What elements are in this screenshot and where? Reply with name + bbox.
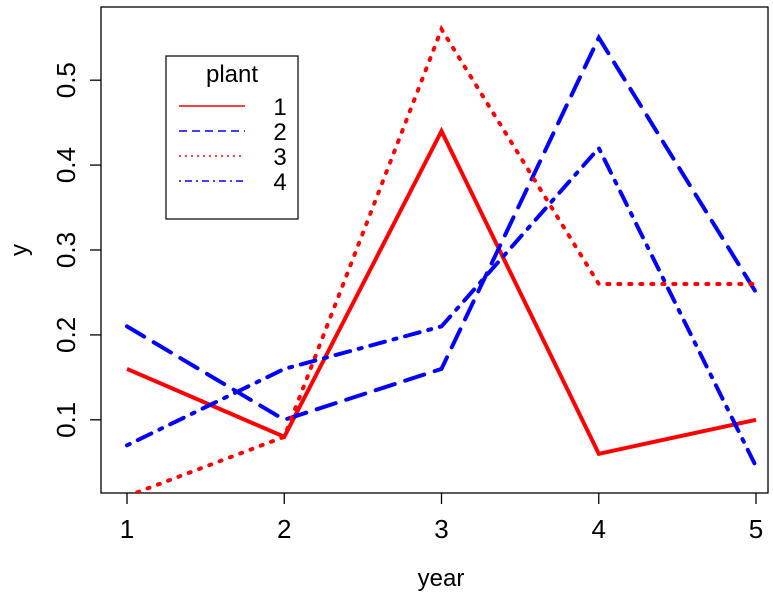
series-line-1 bbox=[126, 126, 757, 457]
x-tick-label: 3 bbox=[434, 514, 448, 544]
y-tick-label: 0.4 bbox=[51, 147, 81, 183]
x-axis-title: year bbox=[418, 565, 465, 592]
y-axis: 0.1 0.2 0.3 0.4 0.5 bbox=[51, 62, 101, 438]
legend-label: 4 bbox=[273, 169, 286, 196]
series-line-2 bbox=[125, 33, 758, 422]
series-line-4 bbox=[125, 144, 758, 469]
series-layer bbox=[125, 24, 758, 493]
legend-title: plant bbox=[206, 61, 258, 88]
x-tick-label: 2 bbox=[277, 514, 291, 544]
y-tick-label: 0.2 bbox=[51, 317, 81, 353]
y-tick-label: 0.5 bbox=[51, 62, 81, 98]
x-tick-label: 5 bbox=[749, 514, 763, 544]
y-axis-title: y bbox=[6, 244, 33, 256]
legend-label: 2 bbox=[273, 119, 286, 146]
legend-label: 3 bbox=[273, 144, 286, 171]
y-tick-label: 0.1 bbox=[51, 402, 81, 438]
y-tick-label: 0.3 bbox=[51, 232, 81, 268]
x-axis: 1 2 3 4 5 bbox=[120, 493, 763, 544]
series-line-3 bbox=[129, 24, 758, 493]
x-tick-label: 4 bbox=[592, 514, 606, 544]
legend-label: 1 bbox=[273, 94, 286, 121]
x-tick-label: 1 bbox=[120, 514, 134, 544]
legend-box bbox=[165, 55, 299, 220]
